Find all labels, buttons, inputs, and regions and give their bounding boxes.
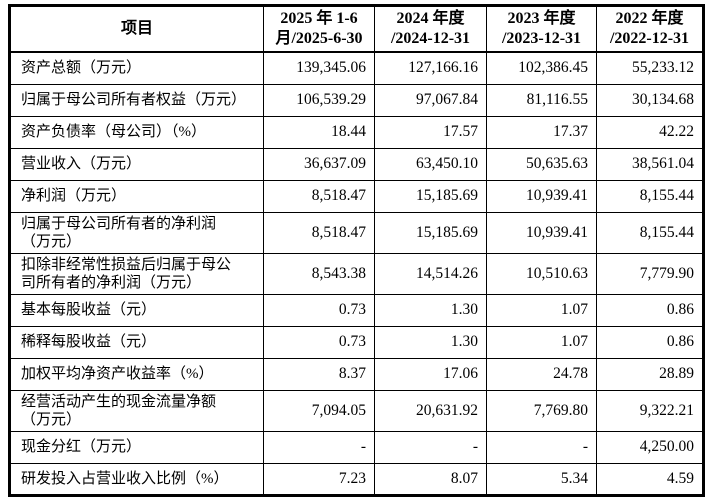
cell-value: 7.23 bbox=[263, 462, 375, 496]
financial-summary-table: 项目 2025 年 1-6 月/2025-6-30 2024 年度 /2024-… bbox=[8, 4, 705, 497]
cell-value: 5.34 bbox=[486, 462, 597, 496]
cell-value: 28.89 bbox=[596, 357, 704, 391]
cell-value: 1.30 bbox=[374, 325, 487, 359]
cell-value: 0.73 bbox=[263, 325, 375, 359]
cell-value: 17.06 bbox=[374, 357, 487, 391]
header-row: 项目 2025 年 1-6 月/2025-6-30 2024 年度 /2024-… bbox=[9, 5, 704, 53]
row-label: 稀释每股收益（元） bbox=[9, 325, 264, 359]
cell-value: 63,450.10 bbox=[374, 147, 487, 181]
cell-value: 139,345.06 bbox=[263, 51, 375, 85]
cell-value: 8,155.44 bbox=[596, 179, 704, 213]
cell-value: 0.73 bbox=[263, 293, 375, 327]
cell-value: 17.57 bbox=[374, 115, 487, 149]
cell-value: 4,250.00 bbox=[596, 430, 704, 464]
row-label: 资产总额（万元） bbox=[9, 51, 264, 85]
row-label: 现金分红（万元） bbox=[9, 430, 264, 464]
table-row: 经营活动产生的现金流量净额 （万元） 7,094.05 20,631.92 7,769… bbox=[9, 389, 704, 432]
cell-value: 8,518.47 bbox=[263, 179, 375, 213]
table-row: 归属于母公司所有者权益（万元） 106,539.29 97,067.84 81,116… bbox=[9, 83, 704, 117]
cell-value: 10,939.41 bbox=[486, 179, 597, 213]
table-row: 加权平均净资产收益率（%） 8.37 17.06 24.78 28.89 bbox=[9, 357, 704, 391]
cell-value: 8,155.44 bbox=[596, 211, 704, 254]
cell-value: 97,067.84 bbox=[374, 83, 487, 117]
table-row: 扣除非经常性损益后归属于母公 司所有者的净利润（万元） 8,543.38 14,51… bbox=[9, 252, 704, 295]
cell-value: 20,631.92 bbox=[374, 389, 487, 432]
header-period-2022: 2022 年度 /2022-12-31 bbox=[596, 5, 704, 53]
cell-value: 7,094.05 bbox=[263, 389, 375, 432]
cell-value: 38,561.04 bbox=[596, 147, 704, 181]
header-period-2023: 2023 年度 /2023-12-31 bbox=[486, 5, 597, 53]
cell-value: 55,233.12 bbox=[596, 51, 704, 85]
cell-value: 1.07 bbox=[486, 293, 597, 327]
cell-value: 14,514.26 bbox=[374, 252, 487, 295]
row-label: 资产负债率（母公司）（%） bbox=[9, 115, 264, 149]
cell-value: 18.44 bbox=[263, 115, 375, 149]
cell-value: 7,779.90 bbox=[596, 252, 704, 295]
row-label: 加权平均净资产收益率（%） bbox=[9, 357, 264, 391]
cell-value: 36,637.09 bbox=[263, 147, 375, 181]
row-label: 归属于母公司所有者权益（万元） bbox=[9, 83, 264, 117]
row-label: 基本每股收益（元） bbox=[9, 293, 264, 327]
cell-value: 7,769.80 bbox=[486, 389, 597, 432]
table-row: 基本每股收益（元） 0.73 1.30 1.07 0.86 bbox=[9, 293, 704, 327]
cell-value: 8.37 bbox=[263, 357, 375, 391]
cell-value: 50,635.63 bbox=[486, 147, 597, 181]
table-row: 资产总额（万元） 139,345.06 127,166.16 102,386.45 55… bbox=[9, 51, 704, 85]
cell-value: 17.37 bbox=[486, 115, 597, 149]
cell-value: 1.07 bbox=[486, 325, 597, 359]
table-row: 稀释每股收益（元） 0.73 1.30 1.07 0.86 bbox=[9, 325, 704, 359]
row-label: 营业收入（万元） bbox=[9, 147, 264, 181]
table-row: 归属于母公司所有者的净利润 （万元） 8,518.47 15,185.69 10,93… bbox=[9, 211, 704, 254]
cell-value: 8,543.38 bbox=[263, 252, 375, 295]
cell-value: 0.86 bbox=[596, 293, 704, 327]
cell-value: 42.22 bbox=[596, 115, 704, 149]
row-label: 归属于母公司所有者的净利润 （万元） bbox=[9, 211, 264, 254]
table-row: 营业收入（万元） 36,637.09 63,450.10 50,635.63 38,56… bbox=[9, 147, 704, 181]
cell-value: 4.59 bbox=[596, 462, 704, 496]
cell-value: 8.07 bbox=[374, 462, 487, 496]
table-row: 净利润（万元） 8,518.47 15,185.69 10,939.41 8,155.4… bbox=[9, 179, 704, 213]
cell-value: 102,386.45 bbox=[486, 51, 597, 85]
cell-value: 30,134.68 bbox=[596, 83, 704, 117]
cell-value: 1.30 bbox=[374, 293, 487, 327]
header-period-2025: 2025 年 1-6 月/2025-6-30 bbox=[263, 5, 375, 53]
table-body: 资产总额（万元） 139,345.06 127,166.16 102,386.45 55… bbox=[9, 51, 704, 496]
table-row: 现金分红（万元） - - -4,250.00 bbox=[9, 430, 704, 464]
cell-value: 15,185.69 bbox=[374, 179, 487, 213]
cell-value: 127,166.16 bbox=[374, 51, 487, 85]
cell-value: 9,322.21 bbox=[596, 389, 704, 432]
cell-value: - bbox=[374, 430, 487, 464]
header-period-2024: 2024 年度 /2024-12-31 bbox=[374, 5, 487, 53]
table-header: 项目 2025 年 1-6 月/2025-6-30 2024 年度 /2024-… bbox=[9, 5, 704, 53]
row-label: 研发投入占营业收入比例（%） bbox=[9, 462, 264, 496]
cell-value: 10,510.63 bbox=[486, 252, 597, 295]
cell-value: 81,116.55 bbox=[486, 83, 597, 117]
table-row: 研发投入占营业收入比例（%） 7.23 8.07 5.34 4.59 bbox=[9, 462, 704, 496]
cell-value: - bbox=[263, 430, 375, 464]
cell-value: - bbox=[486, 430, 597, 464]
table-row: 资产负债率（母公司）（%） 18.44 17.57 17.37 42.22 bbox=[9, 115, 704, 149]
header-item: 项目 bbox=[9, 5, 264, 53]
row-label: 经营活动产生的现金流量净额 （万元） bbox=[9, 389, 264, 432]
cell-value: 8,518.47 bbox=[263, 211, 375, 254]
cell-value: 0.86 bbox=[596, 325, 704, 359]
cell-value: 106,539.29 bbox=[263, 83, 375, 117]
cell-value: 24.78 bbox=[486, 357, 597, 391]
row-label: 净利润（万元） bbox=[9, 179, 264, 213]
row-label: 扣除非经常性损益后归属于母公 司所有者的净利润（万元） bbox=[9, 252, 264, 295]
cell-value: 15,185.69 bbox=[374, 211, 487, 254]
cell-value: 10,939.41 bbox=[486, 211, 597, 254]
